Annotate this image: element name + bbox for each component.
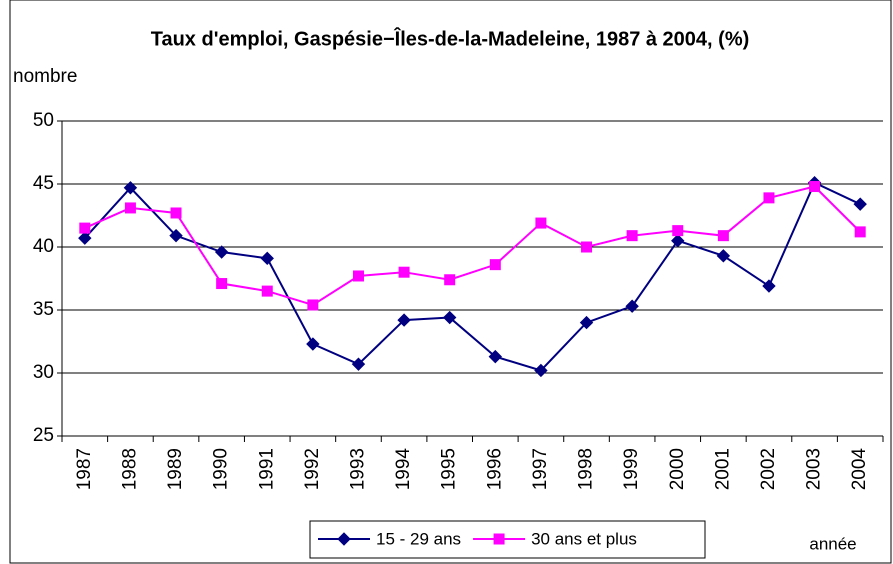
marker (397, 313, 411, 327)
marker (79, 222, 91, 234)
x-tick-label: 2004 (849, 448, 870, 491)
marker (442, 310, 457, 325)
y-tick-label: 40 (33, 236, 54, 257)
x-tick-label: 1988 (119, 448, 140, 490)
x-tick-label: 1991 (256, 448, 277, 490)
series-line (84, 181, 861, 372)
y-axis-label: nombre (13, 66, 77, 87)
y-tick-label: 35 (33, 299, 54, 320)
x-tick-label: 1987 (74, 448, 95, 490)
marker (124, 202, 136, 214)
marker (853, 197, 867, 211)
marker (444, 274, 456, 286)
marker (351, 357, 366, 371)
marker (625, 299, 639, 313)
marker (854, 226, 866, 238)
marker (261, 285, 273, 297)
x-tick-label: 1996 (484, 448, 505, 490)
marker (169, 228, 183, 243)
marker (581, 241, 593, 253)
y-tick-label: 50 (33, 110, 54, 131)
marker (307, 299, 319, 311)
marker (579, 315, 594, 330)
x-tick-label: 2000 (667, 448, 688, 490)
marker (306, 337, 320, 351)
chart-title: Taux d'emploi, Gaspésie−Îles-de-la-Madel… (151, 26, 750, 50)
y-tick-label: 45 (33, 173, 54, 194)
marker (809, 181, 821, 193)
marker (398, 266, 410, 278)
marker (626, 230, 638, 242)
marker (716, 249, 731, 263)
legend-label: 15 - 29 ans (376, 529, 461, 548)
x-tick-label: 1990 (211, 448, 232, 490)
x-tick-label: 1992 (302, 448, 323, 490)
x-tick-label: 2001 (712, 448, 733, 490)
y-tick-label: 30 (33, 362, 54, 383)
x-tick-label: 1994 (393, 448, 414, 491)
marker (123, 181, 138, 195)
x-tick-label: 2003 (804, 448, 825, 490)
x-tick-label: 1997 (530, 448, 551, 490)
marker (762, 279, 776, 293)
marker (489, 259, 501, 271)
marker (671, 233, 685, 248)
x-tick-label: 2002 (758, 448, 779, 490)
x-axis-label: année (809, 534, 856, 553)
legend-label: 30 ans et plus (531, 529, 637, 548)
x-tick-label: 1998 (576, 448, 597, 490)
marker (493, 533, 505, 545)
x-tick-label: 1999 (621, 448, 642, 490)
y-tick-label: 25 (33, 425, 54, 446)
marker (534, 363, 548, 378)
marker (337, 532, 351, 546)
x-tick-label: 1993 (347, 448, 368, 490)
x-tick-label: 1989 (165, 448, 186, 490)
marker (535, 217, 547, 229)
marker (214, 245, 229, 259)
series-line (84, 185, 861, 307)
marker (672, 225, 684, 237)
marker (717, 230, 729, 242)
marker (78, 231, 92, 245)
marker (170, 207, 182, 219)
marker (763, 192, 775, 204)
marker (352, 270, 364, 282)
marker (260, 251, 274, 266)
marker (488, 349, 503, 364)
x-tick-label: 1995 (439, 448, 460, 490)
marker (216, 278, 228, 290)
